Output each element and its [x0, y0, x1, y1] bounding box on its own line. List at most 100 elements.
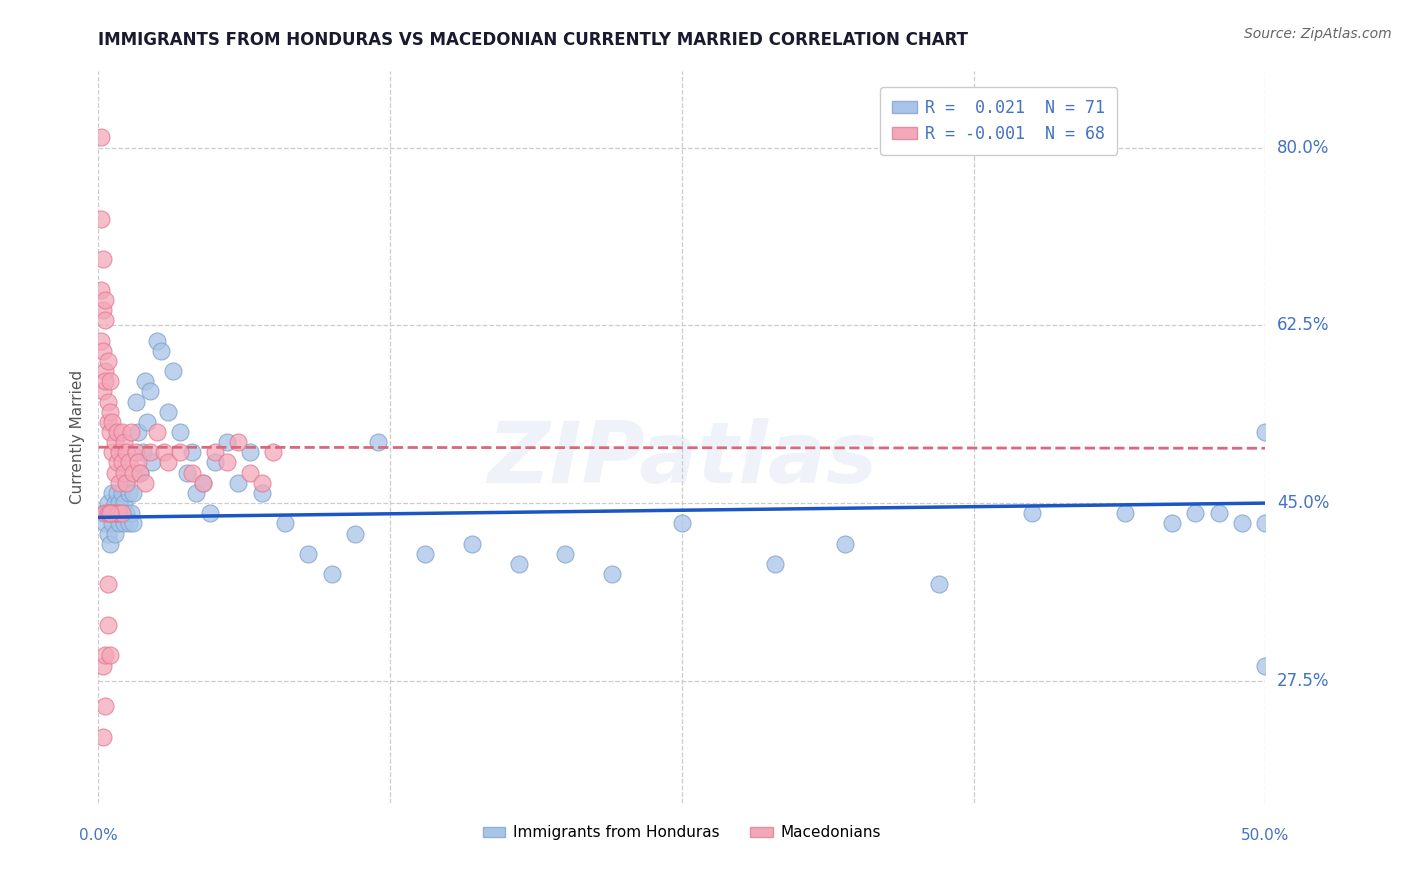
- Point: [105, 486, 128, 500]
- Point: [162, 364, 184, 378]
- Point: [97, 506, 120, 520]
- Point: [1161, 516, 1184, 531]
- Point: [169, 445, 191, 459]
- Point: [98, 537, 121, 551]
- Point: [104, 466, 127, 480]
- Point: [94, 364, 117, 378]
- Point: [94, 648, 117, 663]
- Point: [200, 506, 222, 520]
- Point: [94, 313, 117, 327]
- Point: [118, 455, 141, 469]
- Point: [90, 130, 112, 145]
- Point: [554, 547, 576, 561]
- Point: [111, 486, 134, 500]
- Point: [367, 435, 389, 450]
- Point: [297, 547, 319, 561]
- Point: [98, 506, 121, 520]
- Point: [139, 384, 162, 399]
- Point: [1254, 658, 1277, 673]
- Point: [91, 252, 114, 267]
- Point: [115, 445, 138, 459]
- Point: [108, 496, 131, 510]
- Point: [90, 334, 112, 348]
- Point: [94, 374, 117, 388]
- Point: [101, 516, 124, 531]
- Point: [413, 547, 436, 561]
- Point: [250, 475, 273, 490]
- Point: [104, 496, 127, 510]
- Point: [94, 516, 117, 531]
- Point: [91, 506, 114, 520]
- Point: [90, 283, 112, 297]
- Point: [112, 435, 135, 450]
- Point: [141, 455, 163, 469]
- Point: [104, 526, 127, 541]
- Point: [157, 405, 180, 419]
- Point: [122, 486, 145, 500]
- Point: [120, 506, 142, 520]
- Point: [108, 475, 131, 490]
- Point: [134, 374, 156, 388]
- Point: [111, 425, 134, 439]
- Point: [262, 445, 284, 459]
- Point: [112, 496, 135, 510]
- Point: [176, 466, 198, 480]
- Point: [97, 415, 120, 429]
- Point: [97, 577, 120, 591]
- Point: [105, 506, 128, 520]
- Point: [146, 425, 169, 439]
- Point: [1230, 516, 1253, 531]
- Point: [120, 425, 142, 439]
- Point: [1254, 516, 1277, 531]
- Point: [139, 445, 162, 459]
- Point: [108, 506, 131, 520]
- Text: 50.0%: 50.0%: [1241, 828, 1289, 843]
- Point: [101, 445, 124, 459]
- Point: [101, 486, 124, 500]
- Point: [204, 445, 226, 459]
- Point: [122, 516, 145, 531]
- Point: [94, 293, 117, 307]
- Point: [104, 506, 127, 520]
- Point: [132, 445, 155, 459]
- Point: [98, 405, 121, 419]
- Point: [97, 394, 120, 409]
- Text: 62.5%: 62.5%: [1277, 317, 1330, 334]
- Point: [157, 455, 180, 469]
- Point: [321, 567, 343, 582]
- Point: [129, 466, 152, 480]
- Point: [928, 577, 950, 591]
- Point: [193, 475, 215, 490]
- Point: [129, 466, 152, 480]
- Point: [94, 506, 117, 520]
- Point: [125, 445, 148, 459]
- Point: [1114, 506, 1136, 520]
- Point: [90, 211, 112, 226]
- Point: [150, 343, 173, 358]
- Point: [228, 475, 250, 490]
- Point: [169, 425, 191, 439]
- Text: 45.0%: 45.0%: [1277, 494, 1330, 512]
- Point: [98, 425, 121, 439]
- Point: [112, 516, 135, 531]
- Text: 80.0%: 80.0%: [1277, 138, 1330, 157]
- Point: [115, 506, 138, 520]
- Point: [136, 415, 159, 429]
- Point: [97, 354, 120, 368]
- Point: [125, 394, 148, 409]
- Point: [91, 343, 114, 358]
- Point: [111, 455, 134, 469]
- Point: [98, 374, 121, 388]
- Point: [94, 699, 117, 714]
- Point: [105, 455, 128, 469]
- Point: [1208, 506, 1230, 520]
- Point: [152, 445, 174, 459]
- Point: [115, 475, 138, 490]
- Point: [180, 445, 202, 459]
- Point: [105, 425, 128, 439]
- Point: [250, 486, 273, 500]
- Legend: Immigrants from Honduras, Macedonians: Immigrants from Honduras, Macedonians: [477, 819, 887, 847]
- Point: [215, 455, 238, 469]
- Point: [98, 506, 121, 520]
- Point: [763, 557, 786, 571]
